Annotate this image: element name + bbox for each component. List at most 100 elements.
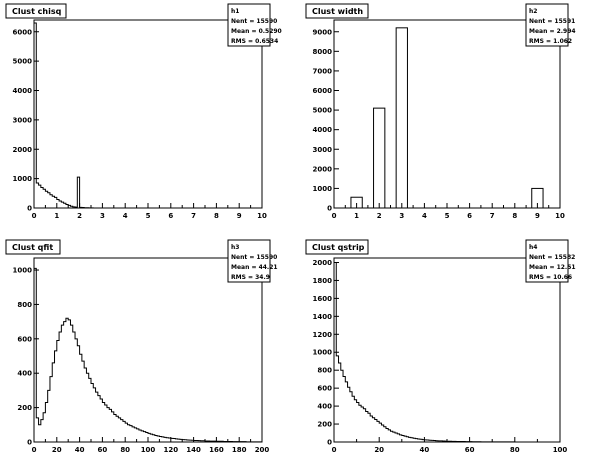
x-tick-label: 60 bbox=[98, 446, 108, 454]
y-tick-label: 200 bbox=[17, 404, 32, 412]
y-tick-label: 800 bbox=[17, 301, 32, 309]
y-tick-label: 4000 bbox=[13, 87, 33, 95]
y-tick-label: 5000 bbox=[13, 58, 33, 66]
histogram-series bbox=[33, 267, 263, 443]
x-tick-label: 8 bbox=[214, 212, 219, 220]
stats-entries: Nent = 15582 bbox=[529, 254, 575, 261]
x-tick-label: 0 bbox=[332, 446, 337, 454]
x-tick-label: 80 bbox=[510, 446, 520, 454]
stats-mean: Mean = 2.994 bbox=[529, 28, 576, 35]
x-tick-label: 4 bbox=[123, 212, 128, 220]
plot-frame bbox=[33, 19, 263, 209]
x-tick-label: 6 bbox=[467, 212, 472, 220]
y-tick-label: 400 bbox=[317, 403, 332, 411]
stats-rms: RMS = 10.66 bbox=[529, 274, 572, 281]
histogram-series bbox=[333, 261, 560, 443]
y-tick-label: 1000 bbox=[13, 175, 33, 183]
y-tick-label: 1000 bbox=[13, 267, 33, 275]
title-box bbox=[305, 3, 369, 19]
stats-name: h4 bbox=[529, 244, 537, 251]
y-tick-label: 1000 bbox=[313, 349, 333, 357]
x-tick-label: 140 bbox=[186, 446, 201, 454]
x-tick-label: 100 bbox=[553, 446, 568, 454]
chart-title: Clust qstrip bbox=[312, 243, 365, 252]
x-tick-label: 7 bbox=[191, 212, 196, 220]
histogram-bar bbox=[395, 27, 408, 209]
plot-frame bbox=[333, 19, 561, 209]
plot-area: 0 1 2 3 4 5 6 7 8 9 10 0 1000 2000 3000 4000 5000 6000 700… bbox=[313, 19, 565, 220]
plot-frame bbox=[333, 257, 561, 443]
y-tick-label: 5000 bbox=[313, 107, 333, 115]
y-tick-label: 1600 bbox=[313, 295, 333, 303]
plot-area: 0 20 40 60 80 100 120 140 160 180 200 0 200 400 600 800… bbox=[13, 257, 270, 454]
x-tick-label: 4 bbox=[422, 212, 427, 220]
panel-clust-width: Clust width h2 Nent = 15591 Mean = 2.994… bbox=[305, 3, 576, 47]
stats-box bbox=[525, 3, 569, 47]
stats-rms: RMS = 1.062 bbox=[529, 38, 572, 45]
panel-clust-qstrip: Clust qstrip h4 Nent = 15582 Mean = 12.5… bbox=[305, 239, 576, 283]
x-tick-label: 9 bbox=[237, 212, 242, 220]
x-tick-label: 2 bbox=[377, 212, 382, 220]
panel-clust-chisq: Clust chisq h1 Nent = 15590 Mean = 0.529… bbox=[5, 3, 282, 47]
y-tick-label: 0 bbox=[327, 205, 332, 213]
stats-rms: RMS = 34.9 bbox=[231, 274, 270, 281]
stats-mean: Mean = 12.51 bbox=[529, 264, 576, 271]
stats-rms: RMS = 0.6534 bbox=[231, 38, 278, 45]
stats-name: h2 bbox=[529, 8, 537, 15]
stats-entries: Nent = 15591 bbox=[529, 18, 575, 25]
x-tick-label: 5 bbox=[146, 212, 151, 220]
y-tick-label: 3000 bbox=[13, 116, 33, 124]
y-tick-label: 1400 bbox=[313, 313, 333, 321]
title-box bbox=[5, 239, 61, 255]
y-tick-label: 200 bbox=[317, 421, 332, 429]
chart-title: Clust width bbox=[312, 7, 363, 16]
y-tick-label: 1200 bbox=[313, 331, 333, 339]
x-tick-label: 7 bbox=[490, 212, 495, 220]
x-tick-label: 180 bbox=[232, 446, 247, 454]
y-tick-label: 6000 bbox=[313, 87, 333, 95]
x-tick-label: 9 bbox=[535, 212, 540, 220]
x-tick-label: 0 bbox=[32, 212, 37, 220]
y-tick-label: 600 bbox=[317, 385, 332, 393]
stats-name: h1 bbox=[231, 8, 239, 15]
y-tick-label: 1000 bbox=[313, 185, 333, 193]
x-tick-label: 120 bbox=[163, 446, 178, 454]
y-tick-label: 0 bbox=[27, 439, 32, 447]
y-tick-label: 7000 bbox=[313, 67, 333, 75]
x-tick-label: 8 bbox=[512, 212, 517, 220]
plot-area: 0 20 40 60 80 1000200400600800100012001400160… bbox=[313, 257, 568, 454]
plot-area: 0 1 2 3 4 5 6 7 8 9 10 0 1000 2000 3000 4000 5000 6000 bbox=[13, 19, 267, 220]
title-box bbox=[305, 239, 369, 255]
x-tick-label: 10 bbox=[257, 212, 267, 220]
histogram-series bbox=[33, 22, 262, 209]
x-tick-label: 1 bbox=[54, 212, 59, 220]
panel-clust-qfit: Clust qfit h3 Nent = 15590 Mean = 44.21 … bbox=[5, 239, 278, 283]
y-tick-label: 2000 bbox=[313, 259, 333, 267]
stats-box bbox=[525, 239, 569, 283]
x-tick-label: 40 bbox=[75, 446, 85, 454]
stats-mean: Mean = 0.5290 bbox=[231, 28, 282, 35]
x-tick-label: 20 bbox=[374, 446, 384, 454]
y-tick-label: 0 bbox=[327, 439, 332, 447]
stats-entries: Nent = 15590 bbox=[231, 254, 277, 261]
x-tick-label: 20 bbox=[52, 446, 62, 454]
x-tick-label: 60 bbox=[465, 446, 475, 454]
x-tick-label: 80 bbox=[120, 446, 130, 454]
y-tick-label: 4000 bbox=[313, 126, 333, 134]
y-tick-label: 600 bbox=[17, 335, 32, 343]
x-tick-label: 200 bbox=[255, 446, 270, 454]
stats-name: h3 bbox=[231, 244, 239, 251]
y-tick-label: 6000 bbox=[13, 28, 33, 36]
y-tick-label: 2000 bbox=[13, 146, 33, 154]
x-tick-label: 2 bbox=[77, 212, 82, 220]
y-tick-label: 1800 bbox=[313, 277, 333, 285]
y-tick-label: 3000 bbox=[313, 146, 333, 154]
stats-entries: Nent = 15590 bbox=[231, 18, 277, 25]
x-tick-label: 3 bbox=[100, 212, 105, 220]
y-tick-label: 2000 bbox=[313, 165, 333, 173]
x-tick-label: 5 bbox=[445, 212, 450, 220]
y-tick-label: 800 bbox=[317, 367, 332, 375]
x-tick-label: 160 bbox=[209, 446, 224, 454]
x-tick-label: 3 bbox=[399, 212, 404, 220]
